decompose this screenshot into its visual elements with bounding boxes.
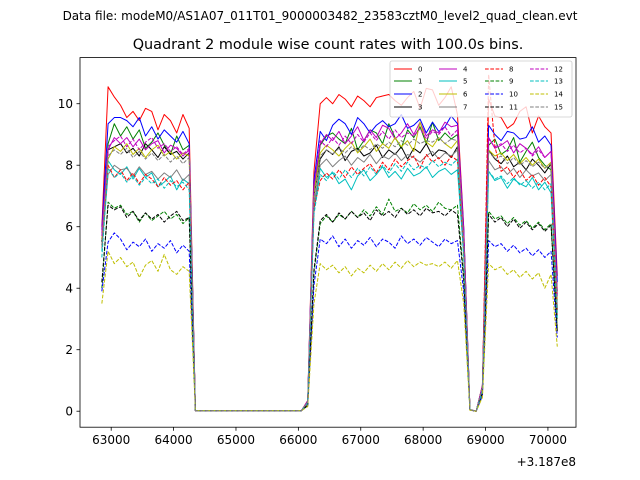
y-axis: 0 2 4 6 8 10 <box>58 97 80 418</box>
x-tick-label: 67000 <box>342 433 380 447</box>
x-offset-label: +3.187e8 <box>517 455 576 469</box>
legend-label-10: 10 <box>509 91 518 99</box>
legend-label-11: 11 <box>509 104 518 112</box>
series-layer <box>101 74 558 412</box>
y-tick-label: 10 <box>58 97 73 111</box>
x-tick-label: 65000 <box>217 433 255 447</box>
legend-label-13: 13 <box>554 78 563 86</box>
x-tick-label: 63000 <box>92 433 130 447</box>
series-line-15 <box>101 137 558 412</box>
y-tick-label: 8 <box>65 158 73 172</box>
legend-label-8: 8 <box>509 66 513 74</box>
legend-label-9: 9 <box>509 78 513 86</box>
y-tick-label: 4 <box>65 281 73 295</box>
legend-label-6: 6 <box>463 91 468 99</box>
series-line-10 <box>101 232 558 412</box>
x-tick-label: 69000 <box>466 433 504 447</box>
series-line-14 <box>101 250 558 412</box>
y-tick-label: 2 <box>65 343 73 357</box>
legend-label-1: 1 <box>418 78 422 86</box>
x-axis: 63000 64000 65000 66000 67000 68000 69000 70000 <box>92 427 567 447</box>
legend-frame <box>389 60 573 118</box>
series-line-12 <box>101 126 558 412</box>
chart-title: Quadrant 2 module wise count rates with … <box>133 37 524 53</box>
axes-frame <box>79 57 577 428</box>
legend-label-7: 7 <box>463 104 467 112</box>
x-tick-label: 64000 <box>154 433 192 447</box>
legend-label-3: 3 <box>418 104 422 112</box>
x-tick-label: 70000 <box>529 433 567 447</box>
y-tick-label: 6 <box>65 220 73 234</box>
legend-label-12: 12 <box>554 66 563 74</box>
x-tick-label: 66000 <box>279 433 317 447</box>
legend-label-15: 15 <box>554 104 563 112</box>
legend-label-2: 2 <box>418 91 422 99</box>
legend-label-4: 4 <box>463 66 468 74</box>
legend-label-5: 5 <box>463 78 467 86</box>
figure-suptitle: Data file: modeM0/AS1A07_011T01_90000034… <box>63 9 578 23</box>
plot-area: 63000 64000 65000 66000 67000 68000 69000 70000… <box>58 57 577 469</box>
legend-label-14: 14 <box>554 91 563 99</box>
series-line-11 <box>101 204 558 412</box>
legend-label-0: 0 <box>418 66 422 74</box>
y-tick-label: 0 <box>65 404 73 418</box>
x-tick-label: 68000 <box>404 433 442 447</box>
